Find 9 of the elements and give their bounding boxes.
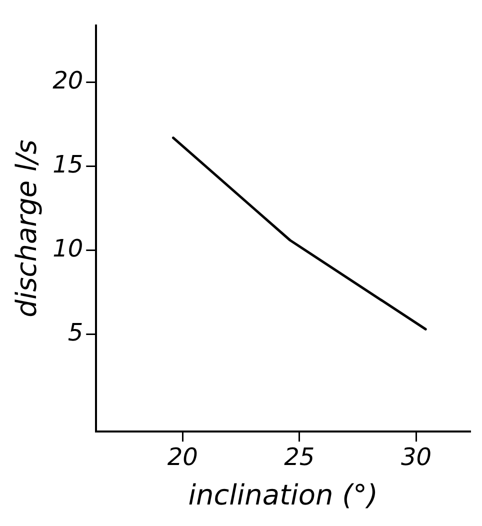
y-tick-label: 5 (68, 318, 84, 346)
x-tick-label: 20 (167, 443, 198, 472)
x-tick-label: 25 (284, 443, 315, 472)
y-tick-label: 10 (52, 234, 84, 263)
x-axis-title: inclination (°) (188, 478, 378, 512)
x-tick-label: 30 (400, 443, 432, 472)
y-tick-label: 15 (52, 150, 84, 179)
y-axis-title: discharge l/s (10, 140, 44, 318)
y-tick-label: 20 (52, 66, 84, 95)
